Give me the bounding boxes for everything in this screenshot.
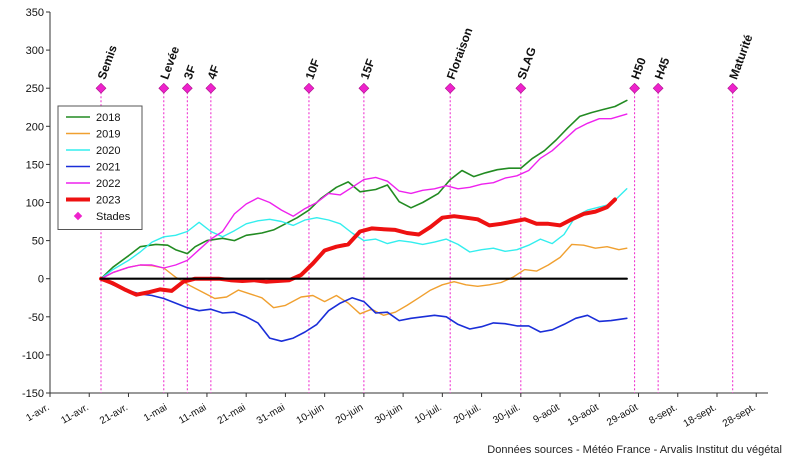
- stage-label: 4F: [205, 63, 223, 81]
- x-tick-label: 9-août: [531, 402, 561, 426]
- legend-label: 2021: [96, 162, 120, 174]
- stage-label: 10F: [303, 57, 323, 81]
- y-tick-label: 350: [26, 7, 44, 19]
- legend-label: 2019: [96, 129, 120, 141]
- x-tick-label: 29-août: [605, 402, 640, 429]
- x-tick-label: 20-juil.: [452, 402, 483, 426]
- legend-swatch-stades: [73, 211, 83, 221]
- series-line-2022: [100, 113, 628, 280]
- series-line-2018: [100, 99, 628, 280]
- y-tick-label: 150: [26, 159, 44, 171]
- stage-marker: [181, 82, 193, 94]
- stage-label: 15F: [358, 57, 378, 81]
- legend-label: 2023: [96, 195, 120, 207]
- legend-label: Stades: [96, 211, 131, 223]
- stage-label: Floraison: [444, 26, 476, 82]
- y-tick-label: -100: [22, 350, 44, 362]
- stage-marker: [95, 82, 107, 94]
- x-tick-label: 20-juin: [334, 402, 366, 427]
- stage-label: Maturité: [726, 32, 755, 81]
- x-tick-label: 10-juin: [295, 402, 327, 427]
- x-tick-label: 31-mai: [255, 402, 287, 427]
- y-tick-label: 250: [26, 83, 44, 95]
- x-tick-label: 30-juil.: [491, 402, 522, 426]
- source-note: Données sources - Météo France - Arvalis…: [487, 444, 782, 456]
- x-tick-label: 18-sept.: [682, 402, 719, 430]
- stage-marker: [727, 82, 739, 94]
- legend-box: [57, 105, 143, 230]
- y-tick-label: 200: [26, 121, 44, 133]
- series-line-2020: [100, 188, 628, 280]
- y-tick-label: -50: [28, 312, 44, 324]
- x-tick-label: 28-sept.: [721, 402, 758, 430]
- stage-label: H50: [628, 55, 649, 81]
- y-tick-label: 300: [26, 45, 44, 57]
- stage-label: Levée: [157, 44, 182, 81]
- legend: 2018 2019 2020 2021 2022 2023 Stades: [57, 105, 143, 230]
- x-tick-label: 8-sept.: [647, 402, 679, 427]
- stage-marker: [358, 82, 370, 94]
- x-tick-label: 11-avr.: [59, 402, 90, 426]
- x-tick-label: 30-juin: [373, 402, 405, 427]
- stage-marker: [205, 82, 217, 94]
- stage-label: H45: [652, 55, 673, 81]
- x-tick-label: 21-avr.: [98, 402, 130, 427]
- x-tick-label: 19-août: [566, 402, 601, 429]
- legend-label: 2022: [96, 178, 120, 190]
- stage-marker: [444, 82, 456, 94]
- stage-marker: [303, 82, 315, 94]
- y-tick-label: 50: [32, 236, 44, 248]
- x-tick-label: 1-avr.: [24, 402, 51, 424]
- stage-label: 3F: [181, 63, 199, 81]
- stage-marker: [515, 82, 527, 94]
- stage-marker: [158, 82, 170, 94]
- y-tick-label: -150: [22, 388, 44, 400]
- series-line-2023: [99, 197, 617, 297]
- x-tick-label: 10-juil.: [413, 402, 444, 426]
- series-line-2021: [100, 277, 628, 342]
- legend-label: 2018: [96, 112, 120, 124]
- stage-label: Semis: [95, 43, 120, 81]
- x-tick-label: 11-mai: [177, 402, 208, 426]
- y-tick-label: 100: [26, 198, 44, 210]
- legend-label: 2020: [96, 145, 120, 157]
- stage-label: SLAG: [514, 45, 539, 81]
- x-tick-label: 1-mai: [142, 402, 169, 424]
- stage-marker: [629, 82, 640, 94]
- series-lines: [99, 99, 628, 342]
- y-tick-label: 0: [38, 274, 44, 286]
- stage-marker: [652, 82, 664, 94]
- x-tick-label: 21-mai: [216, 402, 248, 427]
